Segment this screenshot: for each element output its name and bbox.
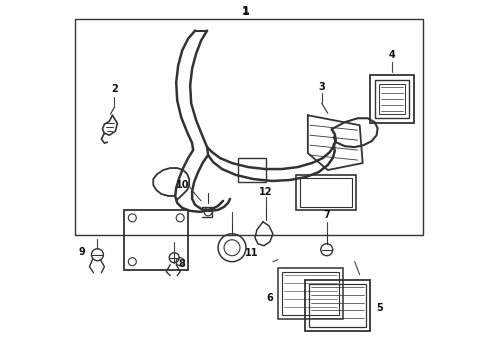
Bar (375, 80, 409, 118)
Text: 11: 11 (245, 248, 259, 258)
Bar (75, 19, 423, 235)
Bar (305, 280, 369, 332)
Text: 2: 2 (111, 84, 118, 94)
Text: 7: 7 (323, 210, 330, 220)
Bar (300, 178, 352, 207)
Text: 12: 12 (259, 187, 273, 197)
Text: 4: 4 (388, 50, 395, 60)
Bar (309, 284, 366, 328)
Text: 1: 1 (242, 6, 250, 17)
Bar (238, 158, 266, 182)
Bar (278, 268, 343, 319)
Bar (296, 175, 356, 210)
Text: 10: 10 (176, 180, 190, 190)
Bar (124, 210, 188, 270)
Text: 6: 6 (267, 293, 273, 302)
Bar (369, 75, 414, 123)
Text: 5: 5 (376, 302, 383, 312)
Text: 3: 3 (318, 82, 325, 93)
Text: 8: 8 (179, 259, 186, 269)
Bar (282, 272, 339, 315)
Text: 1: 1 (242, 6, 250, 15)
Text: 9: 9 (78, 247, 85, 257)
Bar (379, 84, 405, 114)
